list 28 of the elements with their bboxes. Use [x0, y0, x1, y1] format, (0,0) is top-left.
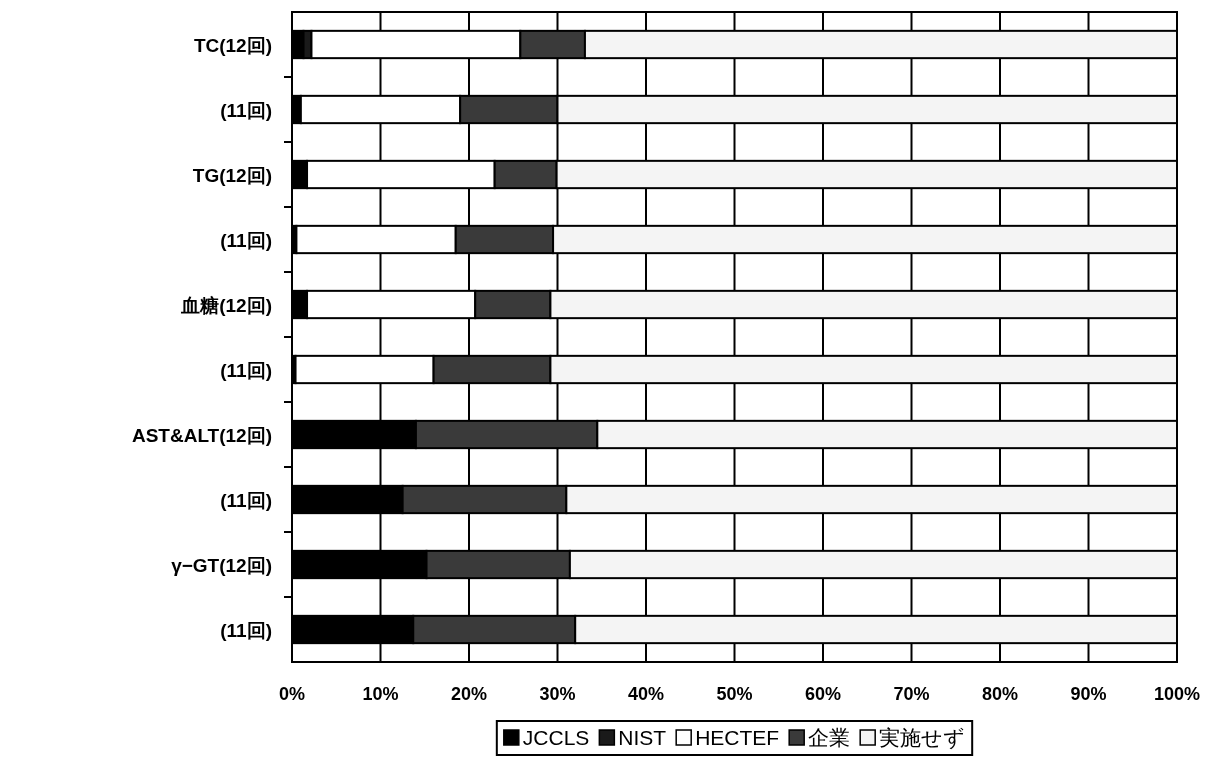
y-tick-label: AST&ALT(12回) [131, 424, 272, 446]
x-tick-label: 80% [981, 684, 1019, 704]
y-tick-label: (11回) [220, 229, 272, 251]
x-tick-label: 90% [1070, 684, 1107, 704]
legend-label: JCCLS [522, 726, 590, 749]
legend-label: NIST [618, 726, 667, 749]
bar [493, 159, 558, 190]
x-tick-label: 10% [362, 684, 399, 704]
y-tick-label: (11回) [220, 489, 272, 511]
legend-label: 実施せず [879, 726, 966, 750]
x-tick-label: 30% [539, 684, 576, 704]
x-tick-label: 50% [716, 684, 753, 704]
y-tick-label: TG(12回) [192, 164, 272, 186]
legend-label: HECTEF [695, 726, 780, 749]
x-tick-label: 20% [450, 684, 488, 704]
legend-label: 企業 [808, 726, 851, 749]
x-tick-label: 40% [627, 684, 665, 704]
bar [474, 289, 552, 320]
y-tick-label: (11回) [220, 619, 272, 641]
y-tick-label: TC(12回) [193, 34, 272, 56]
x-tick-label: 60% [804, 684, 842, 704]
x-tick-label: 100% [1153, 684, 1201, 704]
y-tick-label: 血糖(12回) [180, 294, 272, 316]
x-tick-label: 0% [278, 684, 306, 704]
x-tick-label: 70% [893, 684, 930, 704]
y-tick-label: (11回) [220, 359, 272, 381]
y-tick-label: γ−GT(12回) [171, 554, 272, 576]
y-tick-label: (11回) [220, 99, 272, 121]
